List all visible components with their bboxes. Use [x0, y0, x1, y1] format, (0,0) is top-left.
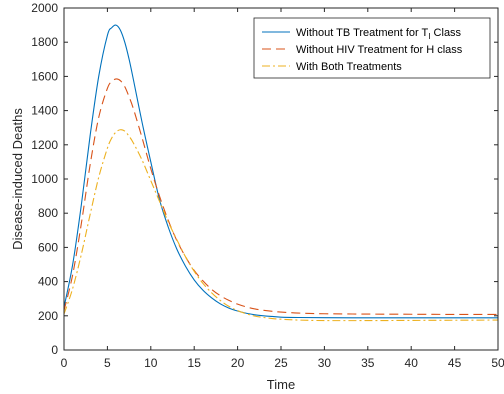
y-tick-label: 600 [38, 240, 58, 254]
series-line-2 [63, 78, 499, 315]
legend-label-3: With Both Treatments [296, 61, 402, 73]
y-tick-label: 400 [38, 275, 58, 289]
y-tick-label: 1000 [31, 172, 58, 186]
y-tick-label: 0 [51, 343, 58, 357]
x-tick-label: 15 [188, 356, 202, 370]
x-tick-label: 50 [491, 356, 504, 370]
x-tick-label: 30 [318, 356, 332, 370]
y-tick-label: 800 [38, 206, 58, 220]
x-axis-label: Time [267, 377, 295, 392]
x-tick-label: 20 [231, 356, 245, 370]
legend: Without TB Treatment for TI Class Without… [253, 17, 491, 79]
x-tick-label: 35 [361, 356, 375, 370]
legend-box [253, 17, 491, 79]
y-tick-label: 2000 [31, 1, 58, 15]
series-line-1 [63, 24, 498, 319]
x-tick-label: 0 [61, 356, 68, 370]
y-tick-label: 1800 [31, 35, 58, 49]
axis-ticks: 0 5 10 15 20 25 30 35 40 45 50 0 200 400 600 800 1000 120… [31, 1, 504, 370]
y-tick-label: 200 [38, 309, 58, 323]
x-tick-label: 45 [448, 356, 462, 370]
legend-label-2: Without HIV Treatment for H class [296, 44, 463, 56]
x-tick-label: 10 [144, 356, 158, 370]
x-tick-label: 25 [274, 356, 288, 370]
y-axis-label: Disease-induced Deaths [10, 108, 25, 250]
y-tick-label: 1600 [31, 69, 58, 83]
y-tick-label: 1200 [31, 138, 58, 152]
y-tick-label: 1400 [31, 104, 58, 118]
series-lines [63, 24, 499, 322]
series-line-3 [63, 129, 499, 322]
legend-label-1: Without TB Treatment for TI Class [296, 27, 462, 41]
x-tick-label: 5 [104, 356, 111, 370]
x-tick-label: 40 [405, 356, 419, 370]
